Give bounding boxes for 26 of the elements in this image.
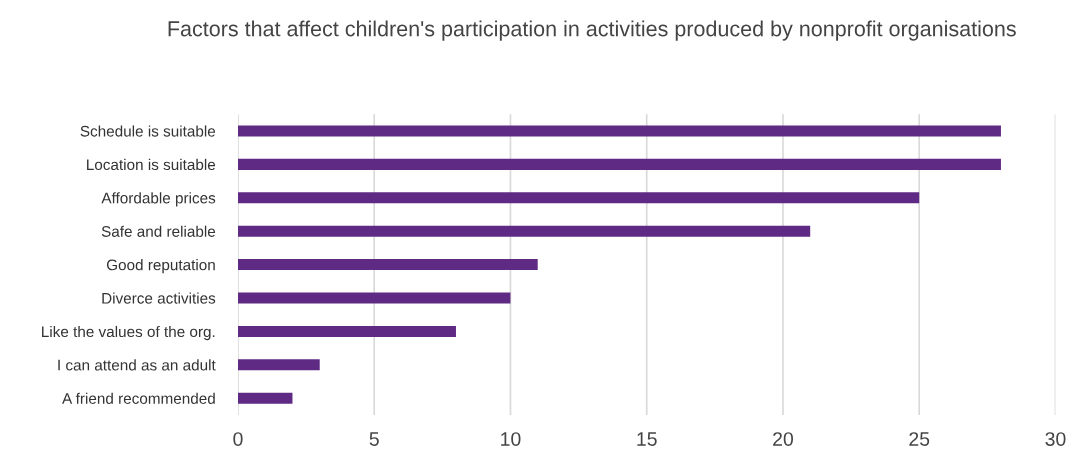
chart-title: Factors that affect children's participation in activities produced by nonprofit organisations <box>168 20 1016 41</box>
bar <box>237 225 811 237</box>
bar <box>237 392 293 404</box>
bar <box>237 292 511 304</box>
x-tick-label: 5 <box>369 432 379 446</box>
bar <box>237 359 320 371</box>
y-tick-label: A friend recommended <box>62 392 215 404</box>
x-tick-label: 0 <box>233 432 243 446</box>
x-tick-label: 25 <box>909 432 930 446</box>
x-tick-label: 15 <box>637 432 657 446</box>
x-tick-label: 20 <box>773 432 794 446</box>
bar <box>237 325 456 337</box>
y-tick-label: Safe and reliable <box>101 225 216 237</box>
y-tick-label: I can attend as an adult <box>58 359 216 371</box>
y-tick-label: Like the values of the org. <box>42 325 215 341</box>
bar <box>237 158 1001 170</box>
y-tick-label: Good reputation <box>106 259 215 274</box>
x-tick-label: 10 <box>501 432 521 446</box>
bar <box>237 125 1001 137</box>
bar <box>237 192 920 204</box>
y-tick-label: Location is suitable <box>87 158 216 171</box>
y-tick-label: Schedule is suitable <box>80 125 216 137</box>
y-tick-label: Diverce activities <box>102 292 216 304</box>
y-tick-label: Affordable prices <box>101 192 216 207</box>
x-tick-label: 30 <box>1045 432 1066 446</box>
bar <box>237 259 538 271</box>
